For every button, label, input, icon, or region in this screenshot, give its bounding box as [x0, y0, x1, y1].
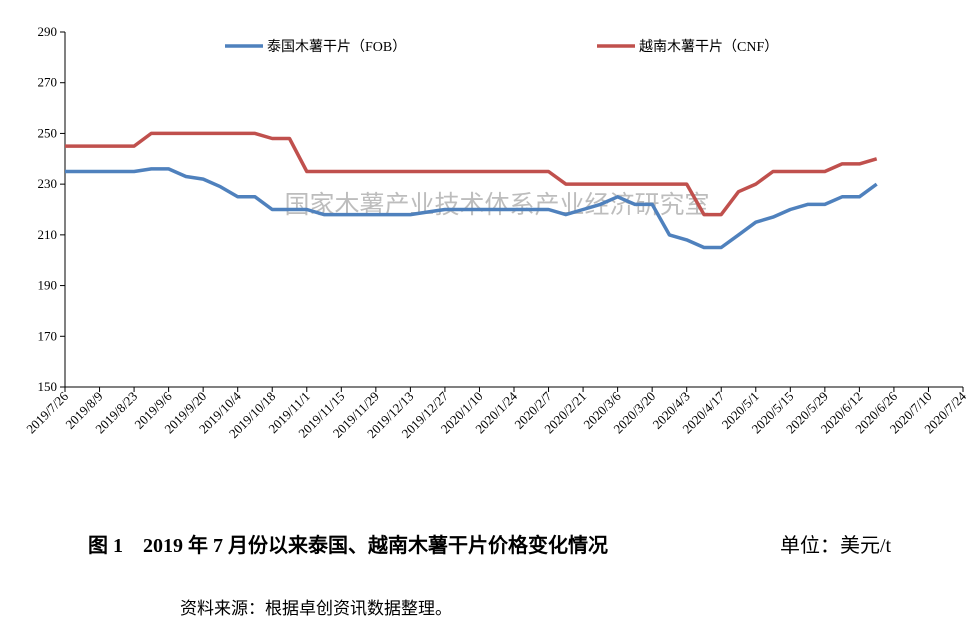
y-tick-label: 210 [38, 227, 58, 242]
legend-label: 越南木薯干片（CNF） [639, 39, 778, 55]
legend-label: 泰国木薯干片（FOB） [267, 39, 406, 55]
unit: 单位：美元/t [780, 534, 892, 557]
y-tick-label: 230 [38, 176, 58, 191]
y-tick-label: 250 [38, 125, 58, 140]
series-line [65, 131, 878, 217]
y-tick-label: 190 [38, 278, 58, 293]
x-tick-label: 2019/7/26 [23, 388, 71, 436]
y-tick-label: 170 [38, 328, 58, 343]
series-line [65, 167, 878, 250]
caption: 图 1 2019 年 7 月份以来泰国、越南木薯干片价格变化情况 [88, 533, 608, 557]
y-tick-label: 290 [38, 24, 58, 39]
y-tick-label: 270 [38, 75, 58, 90]
source: 资料来源：根据卓创资讯数据整理。 [180, 599, 452, 618]
y-tick-label: 150 [38, 379, 58, 394]
